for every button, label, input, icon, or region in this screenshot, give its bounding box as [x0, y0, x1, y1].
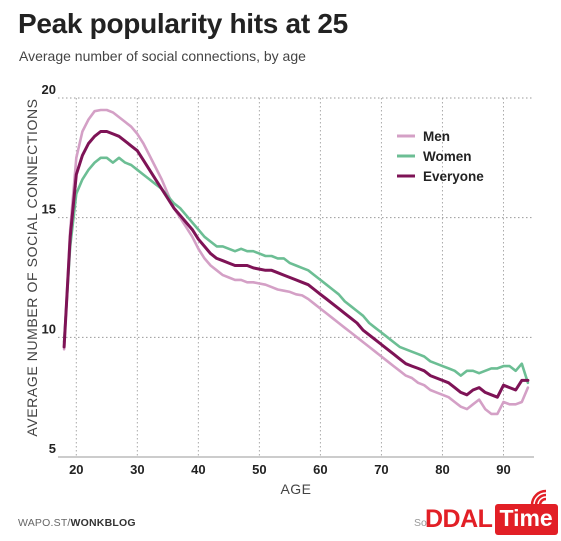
x-tick-label: 70: [374, 462, 388, 477]
series-line-women: [62, 156, 530, 385]
series-line-everyone: [62, 130, 530, 399]
x-tick-label: 50: [252, 462, 266, 477]
broadcast-icon: [530, 489, 547, 506]
x-tick-label: 60: [313, 462, 327, 477]
y-tick-label: 15: [42, 202, 56, 217]
grid: [58, 97, 534, 458]
y-tick-label: 20: [42, 82, 56, 97]
y-axis-title: AVERAGE NUMBER OF SOCIAL CONNECTIONS: [24, 98, 40, 436]
chart-subtitle: Average number of social connections, by…: [19, 48, 306, 64]
x-axis-title: AGE: [280, 481, 311, 497]
x-tick-label: 30: [130, 462, 144, 477]
series-line-men: [62, 108, 530, 416]
chart-title: Peak popularity hits at 25: [18, 8, 348, 39]
series-lines: [62, 108, 530, 416]
legend-label-women: Women: [423, 149, 472, 164]
x-tick-label: 40: [191, 462, 205, 477]
legend-label-everyone: Everyone: [423, 169, 484, 184]
legend: Men Women Everyone: [397, 129, 484, 184]
source-prefix: WAPO.ST/: [18, 517, 71, 529]
y-tick-label: 5: [49, 441, 56, 456]
x-tick-label: 90: [496, 462, 510, 477]
source-bold: WONKBLOG: [70, 517, 136, 529]
x-tick-label: 20: [69, 462, 83, 477]
source-note: So: [414, 517, 427, 529]
y-tick-label: 10: [42, 321, 56, 336]
source-credit: WAPO.ST/WONKBLOG: [18, 517, 136, 529]
watermark-time: Time: [495, 503, 558, 535]
watermark-logo: DDAL Time: [425, 489, 558, 538]
legend-label-men: Men: [423, 129, 450, 144]
x-tick-label: 80: [435, 462, 449, 477]
axes: 5 10 15 20 20 30 40 50 60 70 80 90 AGE AVERAGE NUMBER…: [24, 82, 511, 497]
watermark-ddal: DDAL: [425, 504, 493, 533]
